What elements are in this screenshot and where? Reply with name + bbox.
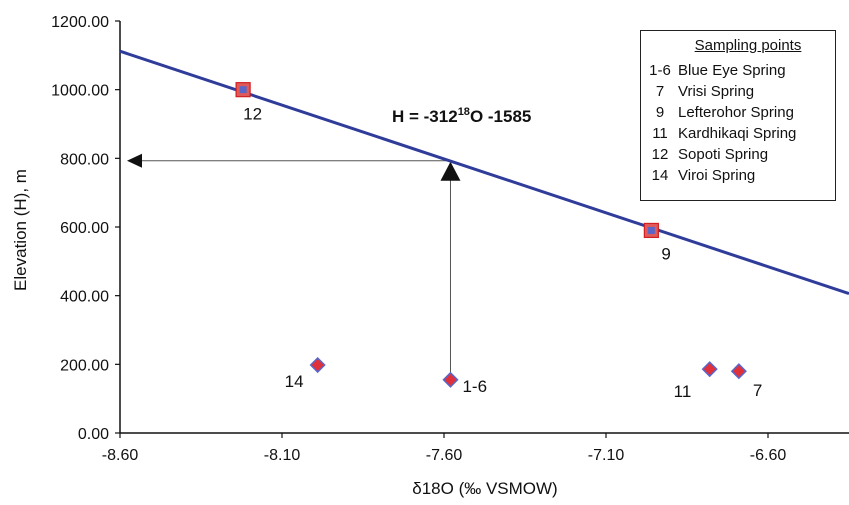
equation-label: H = -31218O -1585 [392,106,531,126]
legend-entry-name: Kardhikaqi Spring [678,125,797,142]
y-axis-title: Elevation (H), m [11,169,30,291]
legend-entry-id: 7 [655,83,665,100]
legend-entry: 1-6 Blue Eye Spring [641,60,835,81]
legend: Sampling points 1-6 Blue Eye Spring 7 Vrisi… [640,30,836,201]
left-arrow-head [127,153,142,168]
y-tick-label: 800.00 [60,151,109,168]
up-arrow-head [440,161,461,181]
legend-title: Sampling points [694,37,802,54]
y-tick-label: 1200.00 [51,14,109,31]
point-label: 7 [753,381,762,400]
legend-entry: 14 Viroi Spring [641,165,835,186]
x-tick-label: -7.10 [588,447,625,464]
y-tick-label: 200.00 [60,357,109,374]
point-label: 12 [243,105,262,124]
x-axis-title: δ18O (‰ VSMOW) [412,479,557,498]
diamond-point [309,356,326,374]
point-label: 11 [674,382,692,401]
diamond-point [442,371,459,388]
x-tick-label: -6.60 [750,447,787,464]
legend-entry-name: Vrisi Spring [678,83,755,100]
legend-entry-id: 9 [655,104,665,121]
legend-entry: 12 Sopoti Spring [641,144,835,165]
guide-lines [127,153,461,374]
y-tick-label: 0.00 [78,426,109,443]
x-tick-label: -8.10 [264,447,301,464]
legend-entry-id: 12 [651,146,669,163]
legend-entry-name: Sopoti Spring [678,146,769,163]
legend-entry: 11 Kardhikaqi Spring [641,123,835,144]
data-points: 12 9 14 1-6 11 7 [235,82,762,401]
x-tick-label: -8.60 [102,447,139,464]
point-label: 1-6 [462,377,487,396]
square-point-core [239,86,247,94]
point-label: 14 [285,372,304,391]
legend-entries: 1-6 Blue Eye Spring 7 Vrisi Spring 9 Lefteroh… [641,60,835,186]
legend-entry-id: 14 [651,167,669,184]
point-label: 9 [661,244,670,263]
legend-entry-name: Viroi Spring [678,167,756,184]
y-tick-label: 600.00 [60,220,109,237]
diamond-point [701,361,718,378]
x-ticks: -8.60 -8.10 -7.60 -7.10 -6.60 [102,433,787,464]
legend-entry-id: 1-6 [649,62,671,79]
legend-entry-id: 11 [652,125,668,142]
legend-entry-name: Lefterohor Spring [678,104,794,121]
x-tick-label: -7.60 [426,447,463,464]
y-tick-label: 1000.00 [51,83,109,100]
legend-entry: 9 Lefterohor Spring [641,102,835,123]
y-ticks: 0.00 200.00 400.00 600.00 800.00 1000.00 1200.… [51,14,120,443]
legend-entry: 7 Vrisi Spring [641,81,835,102]
y-tick-label: 400.00 [60,289,109,306]
diamond-point [730,363,747,380]
square-point-core [647,226,655,234]
legend-entry-name: Blue Eye Spring [678,62,786,79]
